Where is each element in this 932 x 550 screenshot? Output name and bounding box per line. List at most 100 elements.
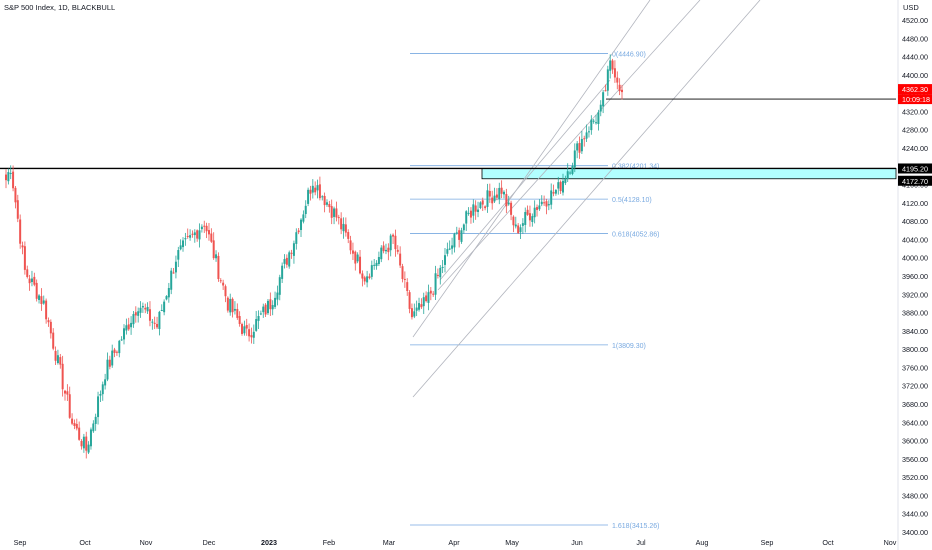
candle[interactable]: [337, 214, 340, 225]
candle[interactable]: [316, 179, 319, 199]
candle[interactable]: [12, 165, 15, 192]
candle[interactable]: [219, 278, 222, 284]
candle[interactable]: [394, 229, 397, 257]
candle[interactable]: [432, 291, 435, 297]
candle[interactable]: [375, 260, 378, 270]
candle[interactable]: [479, 201, 482, 210]
candle[interactable]: [87, 441, 90, 455]
candle[interactable]: [5, 169, 7, 189]
candle[interactable]: [451, 237, 454, 255]
candle[interactable]: [344, 217, 347, 237]
candle[interactable]: [502, 190, 505, 199]
candle[interactable]: [255, 310, 258, 332]
candle[interactable]: [99, 390, 102, 402]
candle[interactable]: [153, 316, 156, 330]
candle[interactable]: [26, 265, 29, 279]
candle[interactable]: [75, 418, 78, 431]
candle[interactable]: [64, 389, 67, 401]
candle[interactable]: [262, 303, 265, 318]
candle[interactable]: [222, 279, 225, 290]
candle[interactable]: [61, 355, 64, 397]
candle[interactable]: [285, 254, 288, 268]
candle[interactable]: [80, 439, 83, 450]
candle[interactable]: [274, 291, 277, 310]
channel-line[interactable]: [437, 0, 701, 291]
candle[interactable]: [54, 346, 57, 366]
candle[interactable]: [403, 271, 406, 288]
candle[interactable]: [269, 292, 272, 316]
candle[interactable]: [533, 200, 536, 224]
candle[interactable]: [587, 126, 590, 138]
candle[interactable]: [465, 210, 468, 231]
candle[interactable]: [158, 310, 161, 336]
candle[interactable]: [387, 243, 390, 261]
candle[interactable]: [156, 316, 159, 329]
candle[interactable]: [377, 251, 380, 266]
candle[interactable]: [89, 427, 92, 450]
candle[interactable]: [172, 267, 175, 274]
candle[interactable]: [351, 242, 354, 260]
candle[interactable]: [33, 272, 36, 287]
candle[interactable]: [384, 243, 387, 255]
candle[interactable]: [484, 205, 487, 211]
candle[interactable]: [101, 381, 104, 401]
candle[interactable]: [422, 292, 425, 315]
candle[interactable]: [276, 285, 279, 306]
candle[interactable]: [434, 265, 437, 301]
candle[interactable]: [66, 384, 69, 401]
candle[interactable]: [571, 162, 574, 176]
candle[interactable]: [611, 58, 614, 74]
candle[interactable]: [241, 322, 244, 336]
candle[interactable]: [554, 189, 557, 196]
candle[interactable]: [16, 194, 19, 223]
candle[interactable]: [330, 199, 333, 225]
candle[interactable]: [19, 214, 22, 249]
candle[interactable]: [531, 213, 534, 227]
candle[interactable]: [139, 301, 142, 318]
candle[interactable]: [507, 195, 510, 206]
candle[interactable]: [436, 268, 439, 279]
candle[interactable]: [250, 327, 253, 344]
candle[interactable]: [481, 197, 484, 211]
candle[interactable]: [314, 181, 317, 196]
candle[interactable]: [599, 100, 602, 117]
candle[interactable]: [361, 270, 364, 287]
candle[interactable]: [583, 135, 586, 147]
candle[interactable]: [82, 433, 85, 453]
candle[interactable]: [292, 240, 295, 264]
candle[interactable]: [311, 179, 314, 199]
candle[interactable]: [576, 141, 579, 159]
candle[interactable]: [618, 78, 621, 96]
candle[interactable]: [325, 199, 328, 207]
candle[interactable]: [472, 199, 475, 223]
candle[interactable]: [125, 318, 128, 335]
candle[interactable]: [455, 226, 458, 235]
candle[interactable]: [266, 298, 269, 315]
candle[interactable]: [309, 185, 312, 201]
candle[interactable]: [134, 306, 137, 323]
candle[interactable]: [302, 210, 305, 224]
candle[interactable]: [389, 233, 392, 257]
candle[interactable]: [78, 421, 81, 441]
candle[interactable]: [616, 71, 619, 90]
candle[interactable]: [458, 227, 461, 248]
candle[interactable]: [165, 295, 168, 301]
candle[interactable]: [215, 250, 218, 262]
candle[interactable]: [526, 205, 529, 216]
candle[interactable]: [278, 274, 281, 301]
candle[interactable]: [486, 183, 489, 213]
candle[interactable]: [35, 279, 38, 302]
candle[interactable]: [184, 232, 187, 246]
candle[interactable]: [578, 136, 581, 159]
candle[interactable]: [429, 287, 432, 301]
candle[interactable]: [524, 207, 527, 233]
candle[interactable]: [38, 294, 41, 304]
candle[interactable]: [604, 84, 607, 92]
channel-line[interactable]: [439, 79, 611, 281]
candle[interactable]: [224, 284, 227, 303]
candle[interactable]: [498, 182, 501, 205]
candle[interactable]: [328, 200, 331, 213]
candle[interactable]: [14, 185, 17, 209]
candle[interactable]: [104, 373, 107, 390]
candle[interactable]: [123, 324, 126, 345]
